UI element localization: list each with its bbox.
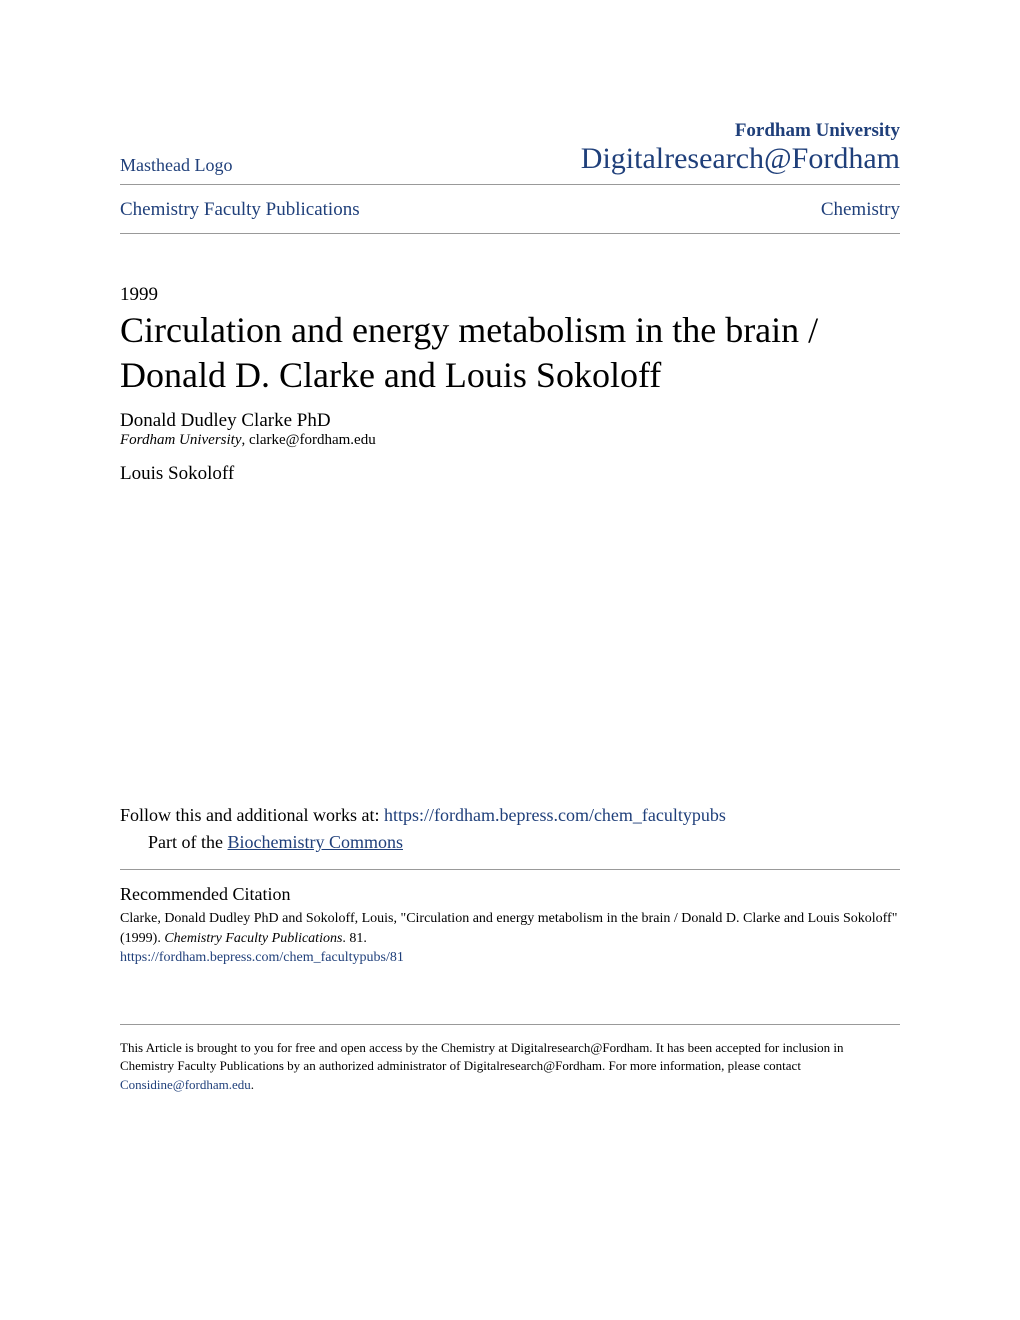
author-name-1: Donald Dudley Clarke PhD (120, 410, 900, 432)
follow-section: Follow this and additional works at: htt… (120, 805, 900, 870)
follow-url-link[interactable]: https://fordham.bepress.com/chem_faculty… (384, 805, 726, 825)
citation-publication: Chemistry Faculty Publications (164, 931, 342, 946)
part-commons-link[interactable]: Biochemistry Commons (227, 832, 403, 852)
citation-heading: Recommended Citation (120, 884, 900, 905)
header-section: Masthead Logo Fordham University Digital… (120, 120, 900, 185)
follow-prefix: Follow this and additional works at: (120, 805, 384, 825)
paper-title: Circulation and energy metabolism in the… (120, 308, 900, 398)
citation-url-link[interactable]: https://fordham.bepress.com/chem_faculty… (120, 950, 404, 965)
part-of-line: Part of the Biochemistry Commons (120, 832, 900, 853)
follow-line: Follow this and additional works at: htt… (120, 805, 900, 826)
author-institution-1: Fordham University (120, 432, 242, 448)
author-block-1: Donald Dudley Clarke PhD Fordham Univers… (120, 410, 900, 449)
citation-text: Clarke, Donald Dudley PhD and Sokoloff, … (120, 909, 900, 948)
footer-contact-link[interactable]: Considine@fordham.edu (120, 1077, 251, 1092)
citation-section: Recommended Citation Clarke, Donald Dudl… (120, 884, 900, 966)
footer-prefix: This Article is brought to you for free … (120, 1040, 844, 1073)
publication-year: 1999 (120, 284, 900, 306)
university-name: Fordham University (581, 120, 900, 142)
nav-department-link[interactable]: Chemistry (821, 199, 900, 221)
footer-text: This Article is brought to you for free … (120, 1024, 900, 1094)
nav-collection-link[interactable]: Chemistry Faculty Publications (120, 199, 360, 221)
masthead-logo-link[interactable]: Masthead Logo (120, 155, 232, 176)
affiliation-separator: , (242, 432, 250, 448)
author-name-2: Louis Sokoloff (120, 463, 900, 485)
repository-link[interactable]: Digitalresearch@Fordham (581, 142, 900, 175)
author-affiliation-1: Fordham University, clarke@fordham.edu (120, 432, 900, 449)
footer-suffix: . (251, 1077, 254, 1092)
citation-suffix: . 81. (342, 931, 367, 946)
nav-section: Chemistry Faculty Publications Chemistry (120, 199, 900, 234)
part-prefix: Part of the (148, 832, 227, 852)
author-block-2: Louis Sokoloff (120, 463, 900, 485)
author-email-1: clarke@fordham.edu (249, 432, 376, 448)
university-block: Fordham University Digitalresearch@Fordh… (581, 120, 900, 176)
